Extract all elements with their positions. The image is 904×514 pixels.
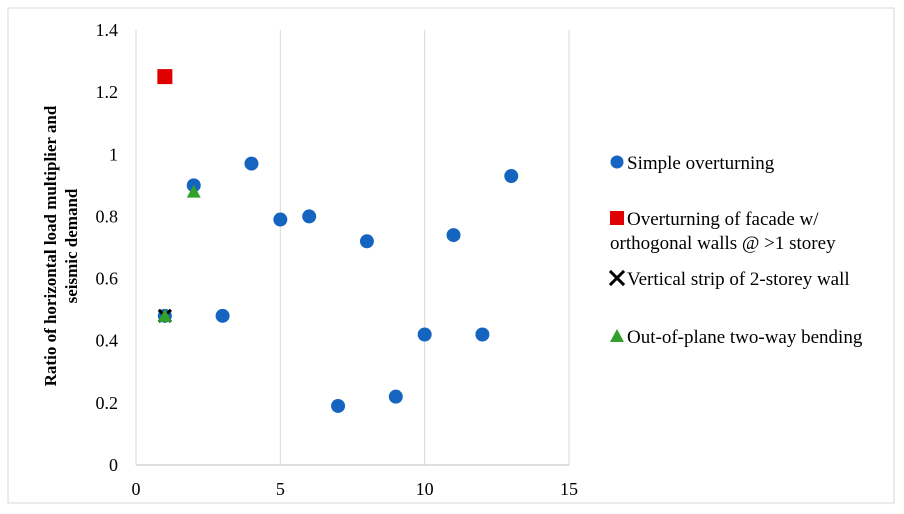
point-series0-9 xyxy=(417,327,432,342)
y-tick-label-0.6: 0.6 xyxy=(96,269,119,289)
legend-marker-overturning-facade xyxy=(610,211,624,225)
point-series0-2 xyxy=(215,308,230,323)
legend-marker-simple-overturning xyxy=(610,155,624,169)
x-tick-labels: 0 5 10 15 xyxy=(132,479,579,499)
legend-marker-vertical-strip xyxy=(608,269,626,287)
data-points xyxy=(157,69,519,413)
gridlines xyxy=(279,30,570,465)
legend-label-overturning-facade-line-2: orthogonal walls @ >1 storey xyxy=(610,233,836,254)
y-tick-label-0: 0 xyxy=(109,455,118,475)
point-series0-5 xyxy=(302,209,317,224)
y-tick-label-0.2: 0.2 xyxy=(96,393,119,413)
legend-label-overturning-facade-line-1: Overturning of facade w/ xyxy=(627,209,819,230)
legend-marker-two-way-bending xyxy=(610,329,624,342)
x-tick-label-0: 0 xyxy=(132,479,141,499)
axes xyxy=(135,30,569,466)
x-tick-label-15: 15 xyxy=(560,479,578,499)
y-axis-label-line-2: seismic demand xyxy=(62,188,81,303)
point-series0-12 xyxy=(504,169,519,184)
point-series0-11 xyxy=(475,327,490,342)
y-tick-label-1.2: 1.2 xyxy=(96,82,119,102)
point-series3-1 xyxy=(186,184,201,198)
legend-label-simple-overturning: Simple overturning xyxy=(627,153,775,174)
point-series1-0 xyxy=(157,69,173,85)
point-series0-8 xyxy=(388,389,403,404)
y-tick-label-0.4: 0.4 xyxy=(96,331,119,351)
y-tick-labels: 0 0.2 0.4 0.6 0.8 1 1.2 1.4 xyxy=(96,20,119,475)
x-tick-label-5: 5 xyxy=(276,479,285,499)
point-series0-6 xyxy=(331,398,346,413)
point-series0-10 xyxy=(446,228,461,243)
y-tick-label-1: 1 xyxy=(109,144,118,164)
point-series3-0 xyxy=(157,308,172,322)
legend-label-two-way-bending: Out-of-plane two-way bending xyxy=(627,327,863,348)
y-axis-label-line-1: Ratio of horizontal load multiplier and xyxy=(41,105,60,386)
point-series0-4 xyxy=(273,212,288,227)
legend: Simple overturning Overturning of facade… xyxy=(608,153,863,348)
y-tick-label-1.4: 1.4 xyxy=(96,20,119,40)
point-series0-7 xyxy=(359,234,374,249)
y-tick-label-0.8: 0.8 xyxy=(96,206,119,226)
chart-border xyxy=(7,7,895,504)
legend-label-vertical-strip: Vertical strip of 2-storey wall xyxy=(627,269,850,290)
x-tick-label-10: 10 xyxy=(416,479,434,499)
point-series0-3 xyxy=(244,156,259,171)
